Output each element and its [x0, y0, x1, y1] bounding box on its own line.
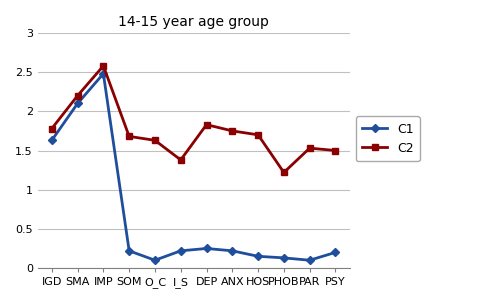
C2 [178, 158, 184, 162]
Line: C1: C1 [49, 71, 338, 263]
C1 [74, 102, 80, 105]
C2 [126, 135, 132, 138]
C2 [49, 127, 55, 130]
C1 [281, 256, 287, 260]
C1 [306, 258, 312, 262]
C2 [74, 94, 80, 98]
C1 [152, 258, 158, 262]
C1 [126, 249, 132, 253]
C1 [100, 72, 106, 75]
Title: 14-15 year age group: 14-15 year age group [118, 15, 269, 29]
C2 [100, 64, 106, 68]
C2 [332, 149, 338, 152]
C1 [332, 251, 338, 254]
C2 [306, 146, 312, 150]
C2 [152, 138, 158, 142]
C2 [204, 123, 210, 126]
Legend: C1, C2: C1, C2 [356, 116, 420, 161]
C2 [281, 171, 287, 174]
C1 [178, 249, 184, 253]
C1 [49, 138, 55, 142]
C2 [230, 129, 235, 133]
C1 [204, 247, 210, 250]
C2 [255, 133, 261, 137]
C1 [255, 255, 261, 258]
C1 [230, 249, 235, 253]
Line: C2: C2 [48, 62, 339, 176]
